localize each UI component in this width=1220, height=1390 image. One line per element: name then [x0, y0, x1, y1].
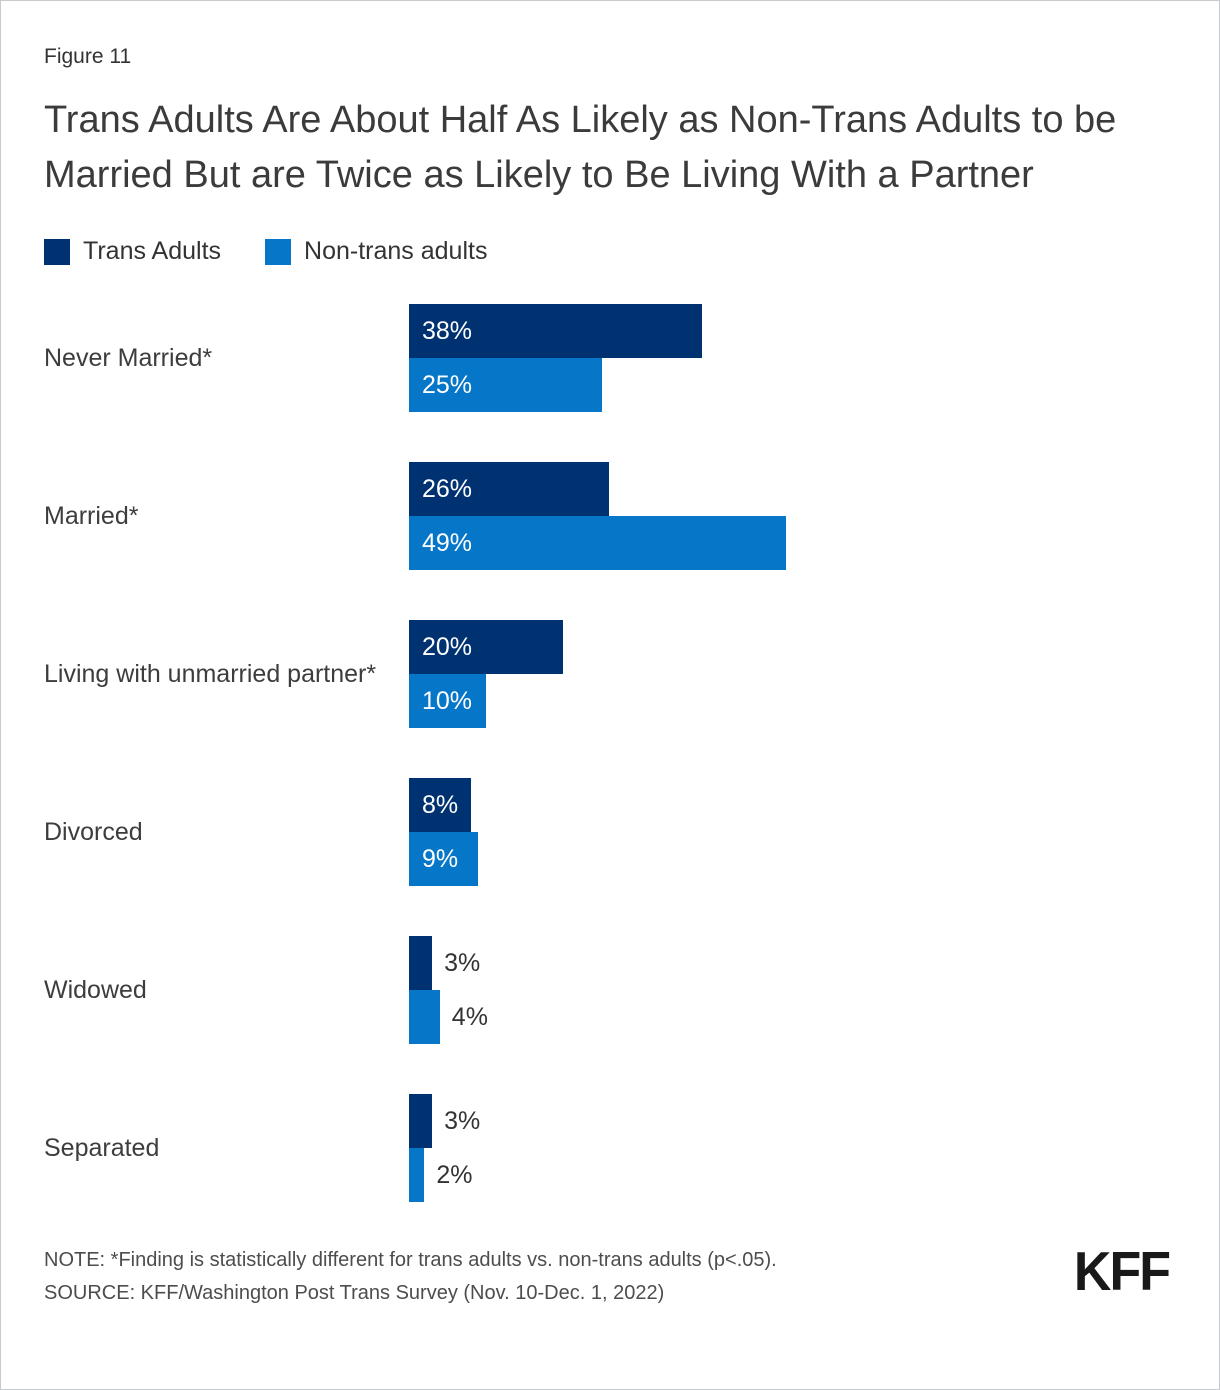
bar-line: 26% — [409, 462, 786, 516]
bar-non-trans-adults — [409, 1148, 425, 1202]
legend: Trans Adults Non-trans adults — [44, 237, 1179, 266]
bar-non-trans-adults: 25% — [409, 358, 602, 412]
bar-trans-adults: 26% — [409, 462, 610, 516]
bar-value-label: 3% — [444, 1106, 481, 1135]
legend-label-trans-adults: Trans Adults — [83, 237, 222, 265]
bar-line: 49% — [409, 516, 787, 570]
bar-non-trans-adults: 9% — [409, 832, 479, 886]
bar-value-label: 4% — [451, 1002, 488, 1031]
category-label: Living with unmarried partner* — [44, 659, 377, 688]
category-label: Never Married* — [44, 343, 213, 372]
bar-pair: 26% 49% — [409, 462, 787, 570]
chart-row: Never Married* 38% 25% — [44, 304, 1179, 412]
legend-label-non-trans-adults: Non-trans adults — [304, 237, 488, 265]
bar-value-label: 38% — [422, 316, 473, 345]
legend-swatch-non-trans-adults-icon — [265, 238, 292, 265]
source-text: SOURCE: KFF/Washington Post Trans Survey… — [44, 1282, 665, 1304]
bar-pair: 3% 4% — [409, 936, 488, 1044]
chart-row: Separated 3% 2% — [44, 1094, 1179, 1202]
footer-notes: NOTE: *Finding is statistically differen… — [44, 1244, 777, 1310]
chart-row: Married* 26% 49% — [44, 462, 1179, 570]
bar-value-label: 49% — [422, 528, 473, 557]
bar-trans-adults: 38% — [409, 304, 702, 358]
category-label: Separated — [44, 1133, 160, 1162]
note-text: NOTE: *Finding is statistically differen… — [44, 1249, 777, 1271]
bar-line: 10% — [409, 674, 563, 728]
chart-row: Living with unmarried partner* 20% 10% — [44, 620, 1179, 728]
bar-value-label: 25% — [422, 370, 473, 399]
bar-pair: 20% 10% — [409, 620, 563, 728]
legend-item-non-trans-adults: Non-trans adults — [265, 237, 487, 266]
bar-trans-adults — [409, 1094, 433, 1148]
bar-value-label: 10% — [422, 686, 473, 715]
bar-value-label: 2% — [436, 1160, 473, 1189]
bar-non-trans-adults: 49% — [409, 516, 787, 570]
kff-logo: KFF — [1073, 1241, 1171, 1303]
bar-line: 8% — [409, 778, 478, 832]
figure-label: Figure 11 — [44, 45, 132, 68]
legend-item-trans-adults: Trans Adults — [44, 237, 221, 266]
bar-non-trans-adults — [409, 990, 440, 1044]
bar-value-label: 26% — [422, 474, 473, 503]
footer: NOTE: *Finding is statistically differen… — [44, 1244, 1179, 1310]
bar-value-label: 3% — [444, 948, 481, 977]
bar-pair: 38% 25% — [409, 304, 702, 412]
category-label: Married* — [44, 501, 139, 530]
chart-row: Widowed 3% 4% — [44, 936, 1179, 1044]
bar-line: 3% — [409, 1094, 480, 1148]
bar-pair: 8% 9% — [409, 778, 479, 886]
bar-non-trans-adults: 10% — [409, 674, 486, 728]
bar-value-label: 20% — [422, 632, 473, 661]
bar-value-label: 8% — [422, 790, 459, 819]
bar-pair: 3% 2% — [409, 1094, 480, 1202]
bar-line: 25% — [409, 358, 702, 412]
bar-trans-adults: 8% — [409, 778, 471, 832]
bar-trans-adults: 20% — [409, 620, 563, 674]
chart-row: Divorced 8% 9% — [44, 778, 1179, 886]
chart-rows: Never Married* 38% 25% Married* 26% 49% Living… — [44, 304, 1179, 1202]
bar-line: 4% — [409, 990, 488, 1044]
category-label: Widowed — [44, 975, 147, 1004]
bar-line: 20% — [409, 620, 563, 674]
chart-title: Trans Adults Are About Half As Likely as… — [44, 99, 1117, 196]
bar-line: 38% — [409, 304, 702, 358]
legend-swatch-trans-adults-icon — [44, 238, 70, 265]
category-label: Divorced — [44, 817, 143, 846]
bar-trans-adults — [409, 936, 433, 990]
bar-line: 9% — [409, 832, 479, 886]
bar-line: 3% — [409, 936, 488, 990]
bar-line: 2% — [409, 1148, 480, 1202]
bar-value-label: 9% — [422, 844, 459, 873]
